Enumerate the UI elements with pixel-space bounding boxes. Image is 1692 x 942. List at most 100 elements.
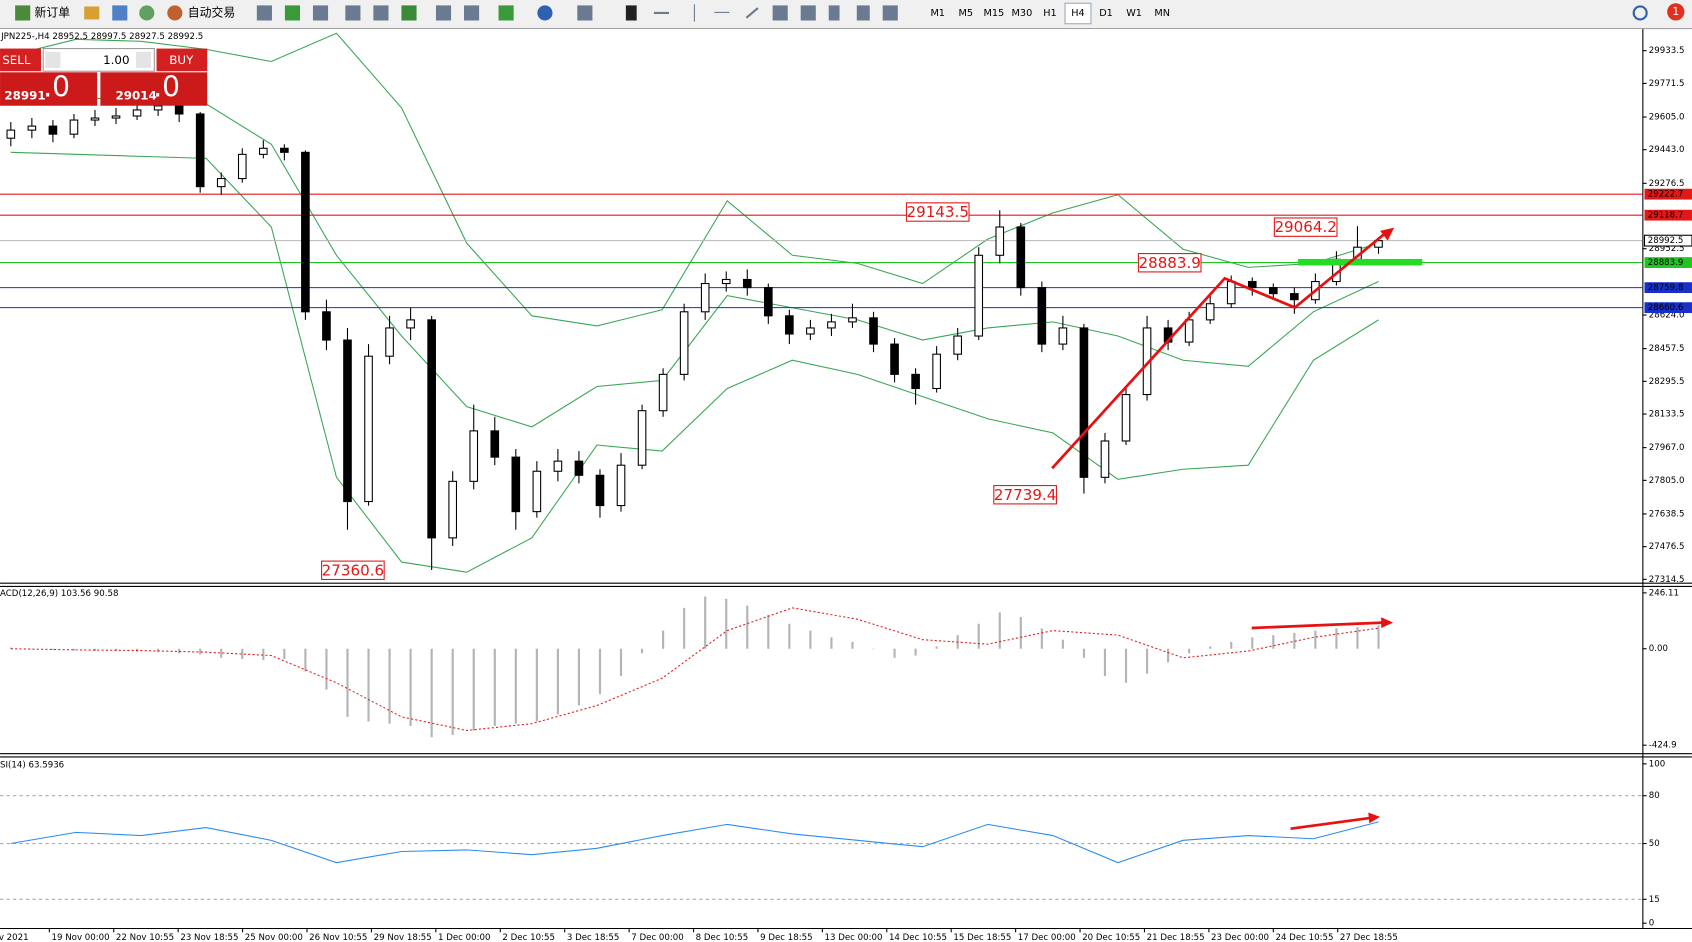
candle-body [700, 282, 710, 313]
shift-icon[interactable] [464, 5, 480, 21]
candle-body [953, 335, 962, 355]
lot-input[interactable] [42, 48, 155, 72]
price-level-label: 28759.8 [1648, 283, 1684, 293]
lot-decrease[interactable] [45, 51, 61, 68]
y-tick-label: 29443.0 [1649, 145, 1685, 155]
timeframe-button[interactable]: D1 [1099, 8, 1113, 19]
crosshair-icon[interactable] [653, 11, 670, 15]
macd-bar [556, 648, 559, 715]
macd-bar [914, 648, 917, 656]
tool-icon[interactable] [84, 6, 100, 20]
templates-icon[interactable] [577, 5, 593, 21]
bid-box[interactable] [0, 72, 98, 106]
periods-icon[interactable] [537, 5, 553, 21]
new-order-button[interactable]: 新订单 [35, 5, 71, 19]
macd-bar [683, 607, 686, 649]
ask-box[interactable] [100, 72, 208, 106]
candle-body [322, 311, 331, 341]
sell-button[interactable] [0, 48, 42, 72]
timeframe-button[interactable]: H1 [1043, 8, 1056, 19]
candle-body [785, 315, 794, 335]
macd-bar [304, 648, 307, 672]
candle-body [616, 464, 626, 507]
price-annotation-box [905, 202, 970, 222]
candle-body [280, 147, 289, 153]
line-chart-icon[interactable] [312, 5, 329, 21]
notification-badge[interactable] [1667, 3, 1685, 21]
buy-label: BUY [169, 53, 194, 67]
y-tick-label: -424.9 [1649, 741, 1677, 751]
macd-bar [725, 598, 728, 649]
arrow-icon[interactable] [882, 5, 898, 21]
tool-icon[interactable] [139, 5, 155, 21]
bar-chart-icon[interactable] [256, 5, 272, 21]
new-order-icon[interactable] [15, 5, 31, 21]
hline-icon[interactable] [714, 11, 730, 13]
candle-body [995, 226, 1005, 256]
lot-increase[interactable] [135, 51, 152, 68]
candle-body [1121, 394, 1131, 442]
candle-body [827, 321, 836, 329]
macd-bar [746, 605, 749, 649]
candle-body [637, 410, 647, 466]
price-level-label: 29118.7 [1648, 211, 1684, 221]
text-icon[interactable] [828, 5, 840, 21]
zoom-in-icon[interactable] [345, 5, 361, 21]
price-level-tag [1644, 282, 1692, 294]
x-tick-label: 29 Nov 18:55 [374, 933, 432, 942]
tile-icon[interactable] [401, 5, 417, 21]
y-tick-label: 28133.5 [1649, 410, 1685, 420]
y-tick-label: 27476.5 [1649, 542, 1685, 552]
timeframe-button[interactable]: M30 [1012, 8, 1033, 19]
x-tick-label: 25 Nov 00:00 [245, 933, 303, 942]
macd-bar [1377, 625, 1380, 649]
y-tick-label: 28295.5 [1649, 377, 1685, 387]
zoom-out-icon[interactable] [373, 5, 389, 21]
macd-bar [199, 648, 202, 655]
macd-bar [241, 648, 244, 659]
candle-body [721, 278, 731, 285]
channel-icon[interactable] [772, 5, 788, 21]
timeframe-button[interactable]: M15 [983, 8, 1004, 19]
macd-bar [430, 648, 433, 738]
timeframe-button[interactable]: H4 [1071, 8, 1084, 19]
bollinger-band [10, 151, 1379, 573]
x-tick-label: 21 Dec 18:55 [1147, 933, 1205, 942]
candle-body [301, 151, 310, 313]
cursor-icon[interactable] [625, 5, 637, 21]
tool-icon[interactable] [112, 5, 128, 21]
macd-bar [788, 623, 791, 649]
label-icon[interactable] [856, 5, 870, 21]
macd-bar [1209, 646, 1212, 649]
trendline-icon[interactable] [745, 7, 759, 19]
vline-icon[interactable] [693, 4, 695, 22]
x-tick-label: 26 Nov 10:55 [309, 933, 367, 942]
y-tick-label: 0 [1649, 919, 1655, 929]
y-tick-label: 28457.5 [1649, 344, 1685, 354]
macd-bar [767, 614, 770, 649]
timeframe-button[interactable]: M5 [958, 8, 973, 19]
timeframe-button[interactable]: W1 [1126, 8, 1142, 19]
candle-body [237, 153, 247, 180]
timeframe-button[interactable]: M1 [930, 8, 945, 19]
indicators-icon[interactable] [498, 5, 514, 21]
x-tick-label: 19 Nov 00:00 [52, 933, 110, 942]
candle-body [932, 353, 941, 390]
search-icon[interactable] [1632, 5, 1648, 21]
buy-button[interactable] [156, 48, 208, 72]
candle-body [911, 373, 920, 390]
candle-body [1247, 280, 1257, 289]
scroll-icon[interactable] [435, 5, 452, 21]
timeframe-button[interactable]: MN [1154, 8, 1170, 19]
user-drawings [1051, 227, 1423, 831]
auto-trading-button[interactable]: 自动交易 [188, 5, 235, 19]
macd-bar [1082, 648, 1086, 658]
y-tick-label: 50 [1649, 839, 1660, 849]
arrow-head [1368, 812, 1381, 824]
auto-trading-icon[interactable] [167, 5, 183, 21]
candle-chart-icon[interactable] [284, 5, 301, 21]
candle-body [1374, 240, 1383, 248]
fibo-icon[interactable] [800, 5, 816, 21]
macd-bar [809, 630, 812, 649]
